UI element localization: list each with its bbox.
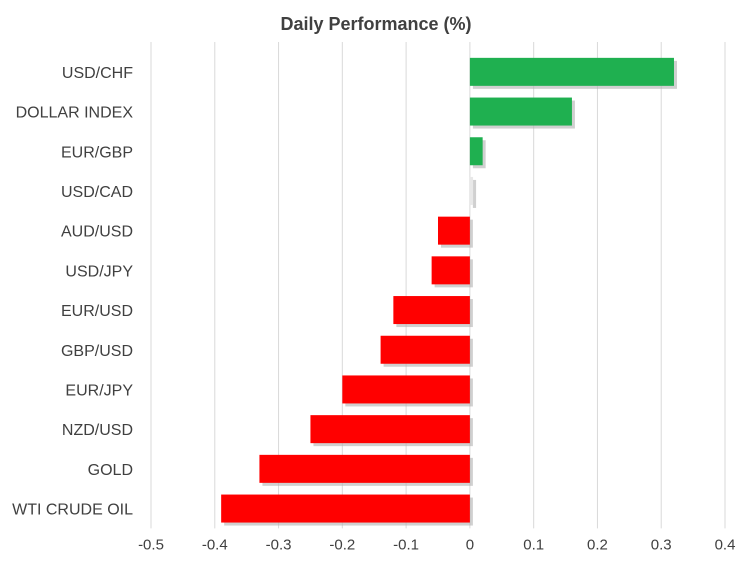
x-tick-label: -0.2 [329,536,355,553]
bar [310,415,470,444]
x-tick-label: -0.3 [266,536,292,553]
bar [469,57,674,86]
bar [431,256,470,285]
bar [380,335,470,364]
category-label: EUR/JPY [65,382,133,399]
category-label: DOLLAR INDEX [16,105,134,122]
category-label: EUR/GBP [61,144,133,161]
category-label: AUD/USD [61,224,133,241]
x-tick-label: 0.4 [715,536,736,553]
bar [393,296,470,325]
bar [221,494,470,523]
bar-shadow [472,179,477,208]
bar [469,176,474,205]
x-tick-label: 0.3 [651,536,672,553]
category-label: NZD/USD [62,422,133,439]
x-tick-label: -0.5 [138,536,164,553]
x-tick-label: 0.1 [523,536,544,553]
category-label: EUR/USD [61,303,133,320]
x-tick-label: 0.2 [587,536,608,553]
bars [221,57,677,526]
x-tick-label: -0.4 [202,536,228,553]
bar [469,97,572,126]
category-label: USD/CHF [62,65,133,82]
bar [342,375,470,404]
category-labels: USD/CHF DOLLAR INDEX EUR/GBP USD/CAD AUD/USD… [12,65,133,519]
chart-title: Daily Performance (%) [280,14,471,34]
category-label: USD/CAD [61,184,133,201]
bar [469,137,483,166]
category-label: WTI CRUDE OIL [12,502,133,519]
x-axis-tick-labels: -0.5 -0.4 -0.3 -0.2 -0.1 0 0.1 0.2 0.3 0.4 [138,536,735,553]
x-tick-label: -0.1 [393,536,419,553]
category-label: GOLD [88,462,133,479]
bar [438,216,470,245]
category-label: USD/JPY [65,263,133,280]
category-label: GBP/USD [61,343,133,360]
bar [259,454,470,483]
x-tick-label: 0 [466,536,474,553]
